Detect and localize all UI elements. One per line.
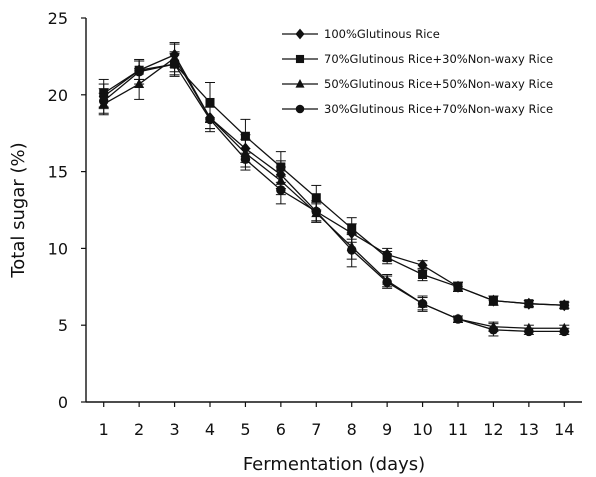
- data-point-square: [240, 131, 250, 141]
- data-point-circle: [346, 245, 357, 255]
- legend-marker-triangle: [295, 79, 305, 88]
- y-tick-label: 10: [48, 239, 68, 258]
- data-point-circle: [98, 96, 109, 106]
- data-point-circle: [311, 206, 322, 217]
- data-point-circle: [276, 185, 286, 195]
- x-ticks-group: 1 2 3 4 5 6 7 8 9 10 11 12 13 14: [99, 402, 574, 439]
- x-tick-label: 11: [448, 420, 468, 439]
- x-tick-label: 12: [483, 420, 503, 439]
- y-axis-title: Total sugar (%): [8, 142, 29, 278]
- legend-label: 30%Glutinous Rice+70%Non-waxy Rice: [324, 102, 553, 116]
- y-ticks-group: 0 5 10 15 20 25: [48, 9, 86, 412]
- y-tick-label: 15: [48, 163, 68, 182]
- data-point-circle: [524, 326, 534, 337]
- x-tick-label: 7: [311, 420, 321, 439]
- data-point-circle: [382, 277, 392, 287]
- y-tick-label: 25: [48, 9, 68, 28]
- x-tick-label: 5: [240, 420, 250, 439]
- x-tick-label: 4: [205, 420, 215, 439]
- y-tick-label: 5: [58, 316, 68, 335]
- legend-marker-circle: [295, 104, 305, 114]
- series-line: [103, 63, 565, 306]
- data-point-square: [488, 296, 498, 306]
- y-tick-label: 0: [58, 393, 68, 412]
- data-point-square: [205, 97, 215, 107]
- x-tick-label: 3: [169, 420, 179, 439]
- x-tick-label: 13: [519, 420, 539, 439]
- legend-marker-square: [295, 54, 305, 64]
- data-point-square: [453, 282, 463, 292]
- x-tick-label: 10: [412, 420, 432, 439]
- data-point-circle: [488, 325, 499, 335]
- data-point-square: [559, 300, 569, 310]
- x-axis-title: Fermentation (days): [243, 454, 425, 475]
- x-tick-label: 14: [554, 420, 574, 439]
- data-point-circle: [417, 298, 428, 309]
- legend-marker-diamond: [295, 28, 305, 40]
- data-point-circle: [240, 154, 251, 165]
- data-point-circle: [453, 314, 463, 324]
- y-tick-label: 20: [48, 86, 68, 105]
- data-point-square: [382, 253, 392, 263]
- data-point-square: [418, 270, 428, 280]
- legend-label: 70%Glutinous Rice+30%Non-waxy Rice: [324, 52, 553, 66]
- series-line: [103, 54, 565, 306]
- series-3-group: [98, 52, 570, 337]
- plot-frame-group: [85, 18, 582, 403]
- series-layer: [98, 42, 570, 337]
- data-point-square: [347, 223, 357, 233]
- data-point-circle: [169, 59, 180, 69]
- legend-label: 50%Glutinous Rice+50%Non-waxy Rice: [324, 77, 553, 91]
- x-tick-label: 8: [347, 420, 357, 439]
- data-point-square: [311, 193, 321, 203]
- data-point-circle: [559, 326, 570, 337]
- legend: 100%Glutinous Rice 70%Glutinous Rice+30%N…: [282, 27, 553, 116]
- legend-label: 100%Glutinous Rice: [324, 27, 440, 41]
- series-line: [103, 56, 565, 329]
- x-tick-label: 1: [99, 420, 109, 439]
- series-line: [103, 63, 565, 332]
- x-tick-label: 9: [382, 420, 392, 439]
- x-tick-label: 6: [276, 420, 286, 439]
- x-tick-label: 2: [134, 420, 144, 439]
- data-point-square: [524, 299, 534, 309]
- data-point-circle: [134, 67, 144, 77]
- data-point-circle: [205, 114, 215, 125]
